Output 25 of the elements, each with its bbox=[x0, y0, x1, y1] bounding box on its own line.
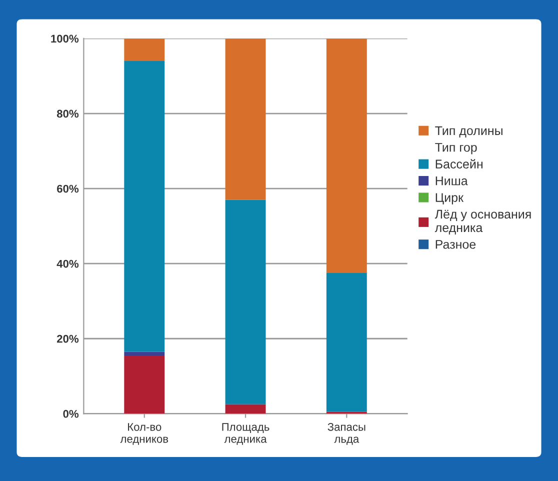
x-tick-label: Запасы льда bbox=[328, 422, 366, 445]
y-tick-label: 100% bbox=[51, 34, 79, 43]
y-tick-label: 80% bbox=[56, 110, 79, 118]
x-tick-label: Кол-во ледников bbox=[120, 423, 168, 445]
legend-label: Ниша bbox=[436, 176, 468, 186]
legend-label: Цирк bbox=[436, 193, 464, 204]
bar bbox=[225, 38, 266, 200]
bar bbox=[326, 38, 367, 273]
y-tick-label: 20% bbox=[56, 334, 79, 343]
bar bbox=[124, 356, 165, 414]
bar bbox=[124, 352, 165, 356]
bar bbox=[124, 38, 165, 61]
bar bbox=[124, 60, 165, 352]
bar bbox=[326, 272, 367, 412]
legend-label: Тип долины bbox=[435, 126, 502, 138]
y-tick-label: 40% bbox=[56, 260, 79, 268]
bar bbox=[225, 404, 266, 414]
legend-label: Разное bbox=[436, 240, 476, 249]
legend-label: Лёд у основания ледника bbox=[434, 210, 531, 234]
text: Тип гор bbox=[435, 143, 477, 154]
y-tick-label: 0% bbox=[63, 410, 79, 418]
y-tick-label: 60% bbox=[57, 184, 79, 193]
x-tick-label: Площадь ледника bbox=[222, 423, 270, 445]
legend-label: Бассейн bbox=[436, 159, 482, 169]
bar bbox=[225, 200, 266, 404]
